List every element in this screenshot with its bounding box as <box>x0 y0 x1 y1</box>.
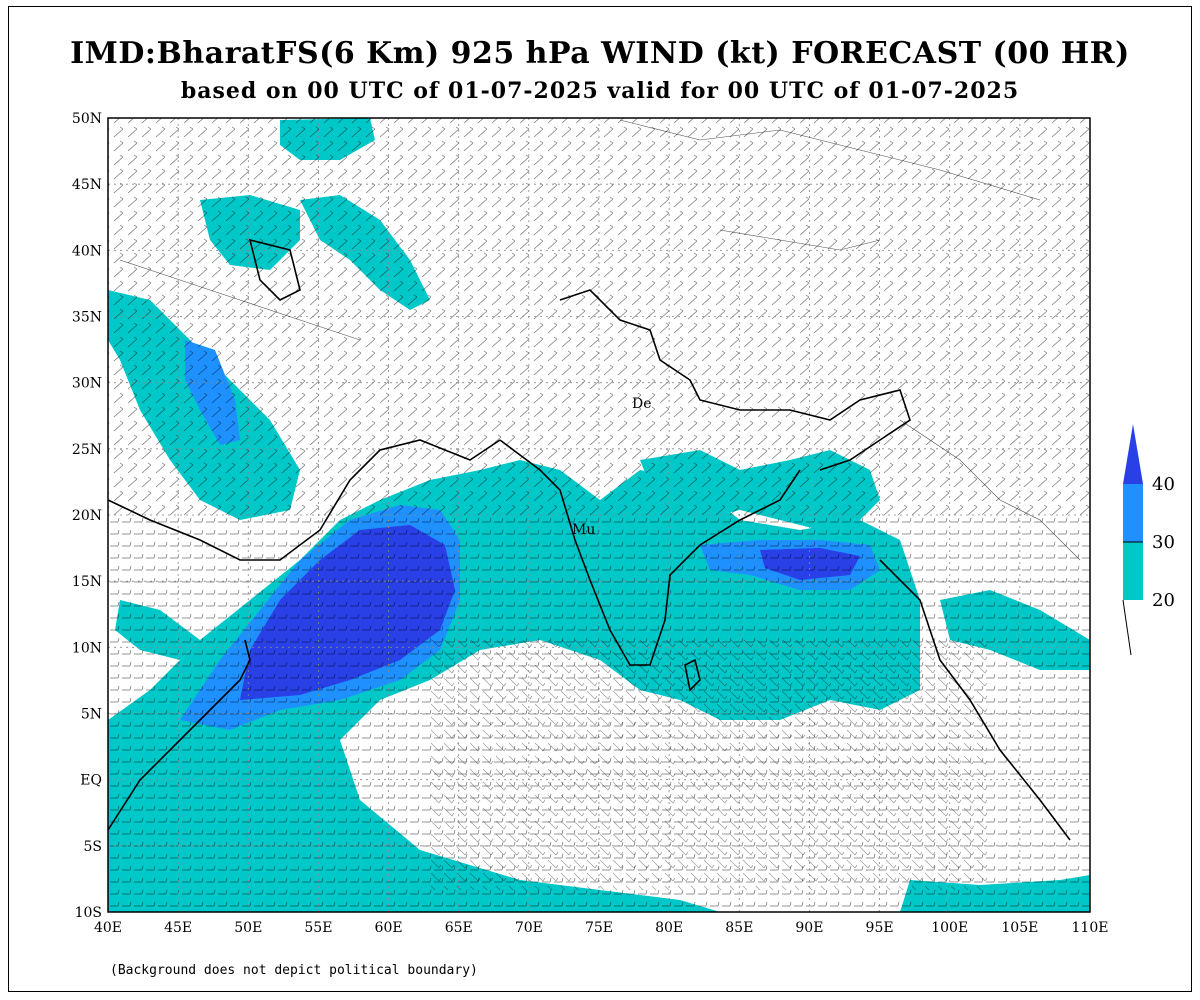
legend-arrow-40 <box>1123 424 1143 484</box>
x-tick-label: 70E <box>515 920 543 936</box>
legend-swatch-20 <box>1123 542 1143 600</box>
india-coastline <box>499 439 801 666</box>
southeast-asia-coast <box>879 559 1071 841</box>
legend-label-40: 40 <box>1152 474 1175 495</box>
x-tick-label: 40E <box>94 920 122 936</box>
y-tick-label: 20N <box>72 508 102 524</box>
map-title: IMD:BharatFS(6 Km) 925 hPa WIND (kt) FOR… <box>70 36 1130 71</box>
y-tick-label: 25N <box>72 442 102 458</box>
x-tick-label: 45E <box>164 920 192 936</box>
arabia-coastline <box>108 439 501 561</box>
plot-border <box>107 117 1091 913</box>
sri-lanka <box>684 658 701 692</box>
x-tick-label: 85E <box>725 920 753 936</box>
legend-label-30: 30 <box>1152 532 1175 553</box>
city-label-delhi: De <box>632 396 652 412</box>
y-tick-label: 45N <box>72 177 102 193</box>
y-tick-label: 40N <box>72 243 102 259</box>
x-tick-label: 90E <box>795 920 823 936</box>
coastlines <box>108 238 1071 841</box>
x-tick-label: 110E <box>1072 920 1109 936</box>
plot-area <box>108 118 1090 912</box>
y-tick-label: 5N <box>81 707 102 723</box>
x-tick-label: 75E <box>585 920 613 936</box>
africa-coastline <box>108 639 251 831</box>
footnote: (Background does not depict political bo… <box>110 963 478 978</box>
y-tick-label: 15N <box>72 574 102 590</box>
legend: 40 30 20 <box>1122 424 1175 656</box>
caspian-sea <box>248 238 301 301</box>
x-tick-label: 65E <box>445 920 473 936</box>
legend-swatch-30 <box>1123 484 1143 542</box>
wind-barbs-field-ridge <box>430 640 990 890</box>
fine-relief-lines <box>119 119 1081 561</box>
x-tick-label: 60E <box>375 920 403 936</box>
y-tick-label: 10S <box>75 905 102 921</box>
lat-lon-grid <box>108 118 1090 912</box>
x-axis-labels: 40E 45E 50E 55E 60E 65E 70E 75E 80E 85E 90E 95E 100E… <box>94 920 1109 936</box>
legend-tail <box>1122 599 1132 656</box>
y-tick-label: 50N <box>72 111 102 127</box>
india-north-boundary <box>559 289 911 471</box>
y-tick-label: EQ <box>80 773 102 789</box>
legend-label-20: 20 <box>1152 590 1175 611</box>
x-tick-label: 80E <box>655 920 683 936</box>
y-tick-label: 5S <box>84 839 103 855</box>
y-axis-labels: 50N 45N 40N 35N 30N 25N 20N 15N 10N 5N EQ 5S 10S <box>72 111 102 921</box>
map-subtitle: based on 00 UTC of 01-07-2025 valid for … <box>180 78 1020 104</box>
x-tick-label: 105E <box>1001 920 1038 936</box>
y-tick-label: 35N <box>72 310 102 326</box>
y-tick-label: 10N <box>72 640 102 656</box>
x-tick-label: 55E <box>304 920 332 936</box>
y-tick-label: 30N <box>72 376 102 392</box>
city-label-mumbai: Mu <box>572 522 595 538</box>
figure-frame <box>8 6 1192 992</box>
x-tick-label: 100E <box>931 920 968 936</box>
x-tick-label: 95E <box>866 920 894 936</box>
x-tick-label: 50E <box>234 920 262 936</box>
